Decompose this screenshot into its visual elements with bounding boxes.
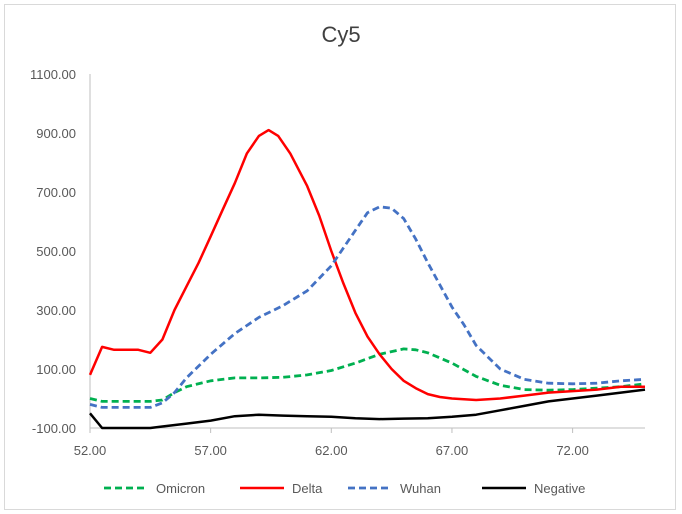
x-tick-label: 67.00 <box>436 443 469 458</box>
series-line-negative <box>89 388 646 430</box>
legend-label-delta: Delta <box>292 481 323 496</box>
series-line-delta <box>88 128 645 402</box>
x-tick-label: 72.00 <box>556 443 589 458</box>
y-tick-label: 700.00 <box>36 185 76 200</box>
chart-frame <box>4 4 676 510</box>
y-tick-label: 100.00 <box>36 362 76 377</box>
y-tick-label: 1100.00 <box>30 67 76 82</box>
x-tick-label: 52.00 <box>74 443 107 458</box>
y-tick-label: -100.00 <box>32 421 76 436</box>
series-line-wuhan <box>89 205 646 409</box>
series-line-omicron <box>89 347 646 403</box>
y-tick-label: 300.00 <box>36 303 76 318</box>
y-tick-label: 900.00 <box>36 126 76 141</box>
legend-label-wuhan: Wuhan <box>400 481 441 496</box>
chart-title: Cy5 <box>321 22 361 47</box>
legend-label-negative: Negative <box>534 481 585 496</box>
legend: Omicron Delta Wuhan Negative <box>104 481 585 496</box>
x-tick-label: 57.00 <box>194 443 227 458</box>
y-tick-label: 500.00 <box>36 244 76 259</box>
axes: -100.00 100.00 300.00 500.00 700.00 900.00 110… <box>30 67 645 458</box>
x-tick-label: 62.00 <box>315 443 348 458</box>
series-lines <box>88 128 646 430</box>
legend-label-omicron: Omicron <box>156 481 205 496</box>
